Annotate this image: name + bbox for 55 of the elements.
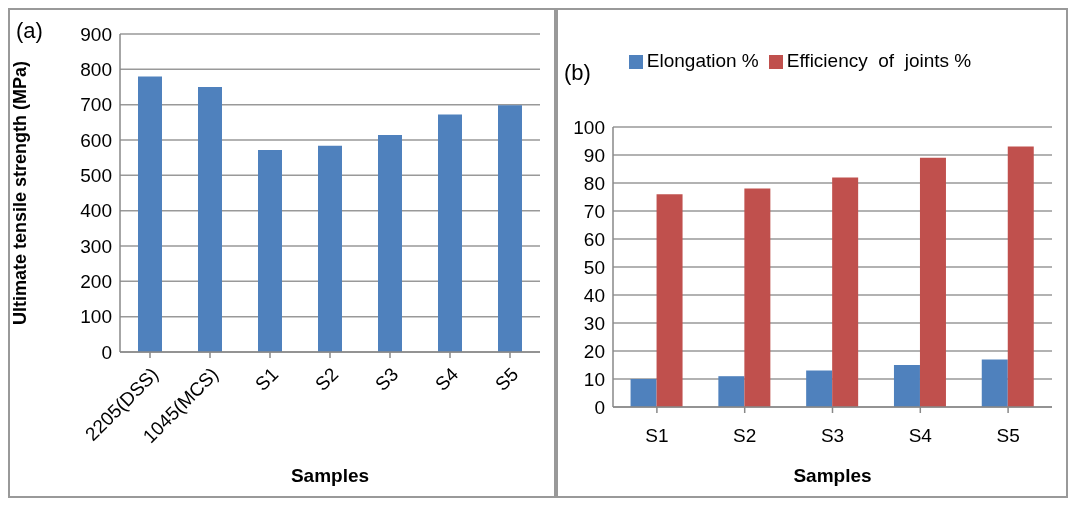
y-tick-label: 0 xyxy=(101,341,112,363)
y-tick-label: 700 xyxy=(80,94,112,116)
y-tick-label: 10 xyxy=(583,368,605,390)
bar xyxy=(656,194,683,407)
legend-label: Elongation % xyxy=(646,50,759,71)
x-tick-label: S3 xyxy=(371,363,403,395)
y-axis-title: Ultimate tensile strength (MPa) xyxy=(10,60,31,326)
x-tick-label: S1 xyxy=(645,425,669,447)
y-tick-label: 80 xyxy=(583,172,605,194)
y-tick-label: 50 xyxy=(583,256,605,278)
y-tick-label: 60 xyxy=(583,228,605,250)
y-tick-label: 600 xyxy=(80,129,112,151)
x-axis-title: Samples xyxy=(290,465,370,486)
x-tick-label: S4 xyxy=(908,425,933,447)
x-tick-label: S5 xyxy=(491,363,523,395)
y-tick-label: 800 xyxy=(80,59,112,81)
bar xyxy=(198,87,222,352)
bar xyxy=(893,365,920,407)
x-tick-label: S1 xyxy=(251,363,283,395)
x-tick-label: S2 xyxy=(311,363,343,395)
y-tick-label: 20 xyxy=(583,340,605,362)
y-tick-label: 0 xyxy=(594,396,605,418)
bar xyxy=(832,177,859,407)
y-tick-label: 30 xyxy=(583,312,605,334)
bar xyxy=(378,135,402,352)
x-tick-label: S5 xyxy=(996,425,1020,447)
bar xyxy=(498,105,522,352)
y-tick-label: 70 xyxy=(583,200,605,222)
bar xyxy=(919,157,946,407)
y-tick-label: 500 xyxy=(80,165,112,187)
x-tick-label: S3 xyxy=(820,425,845,447)
bar xyxy=(1007,146,1034,407)
bar xyxy=(138,76,162,352)
y-tick-label: 100 xyxy=(80,306,112,328)
y-tick-label: 400 xyxy=(80,200,112,222)
bar xyxy=(744,188,771,407)
bar xyxy=(318,145,342,352)
x-tick-label: S4 xyxy=(431,363,463,395)
bar xyxy=(806,370,833,407)
y-tick-label: 100 xyxy=(573,116,605,138)
bar xyxy=(630,379,657,407)
x-tick-label: S2 xyxy=(733,425,757,447)
chart-title: (a) xyxy=(16,18,43,44)
y-tick-label: 200 xyxy=(80,271,112,293)
x-axis-title: Samples xyxy=(793,465,872,486)
bar xyxy=(981,359,1008,407)
legend-label: Efficiency of joints % xyxy=(786,50,972,71)
y-tick-label: 900 xyxy=(80,23,112,45)
bar xyxy=(718,376,745,407)
y-tick-label: 300 xyxy=(80,235,112,257)
bar xyxy=(258,149,282,352)
chart-title: (b) xyxy=(564,60,591,86)
y-tick-label: 40 xyxy=(583,284,605,306)
y-tick-label: 90 xyxy=(583,144,605,166)
bar xyxy=(438,114,462,352)
